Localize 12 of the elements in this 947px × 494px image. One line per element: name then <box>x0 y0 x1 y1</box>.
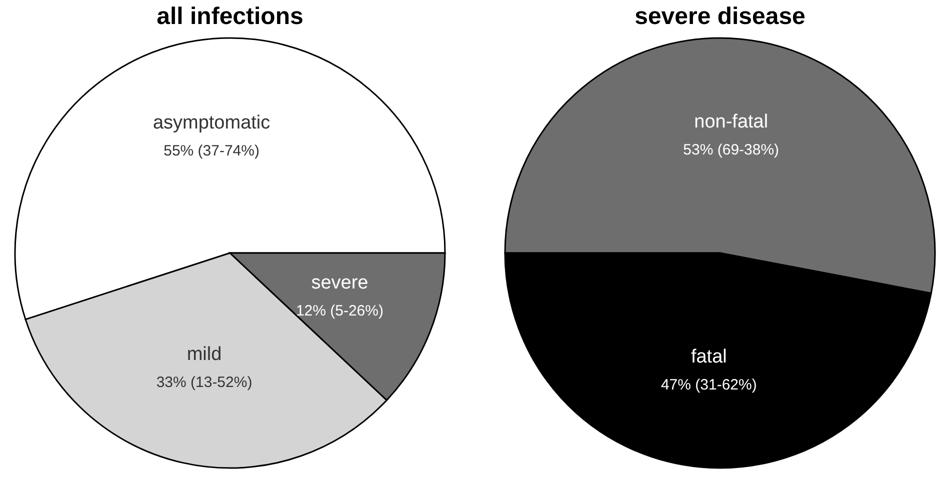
slice-label: fatal <box>690 346 727 368</box>
data-label: 47% (31-62%) <box>660 376 757 394</box>
data-label: 33% (13-52%) <box>156 374 252 392</box>
data-label: 55% (37-74%) <box>164 142 260 160</box>
slice-label: mild <box>186 344 222 366</box>
chart-title: severe disease <box>634 3 806 30</box>
slice-label: non-fatal <box>694 112 768 133</box>
data-label: 53% (69-38%) <box>683 142 780 159</box>
chart-title: all infections <box>156 3 304 30</box>
slice-label: severe <box>311 272 368 294</box>
data-label: 12% (5-26%) <box>296 302 384 320</box>
slice-label: asymptomatic <box>152 112 270 134</box>
